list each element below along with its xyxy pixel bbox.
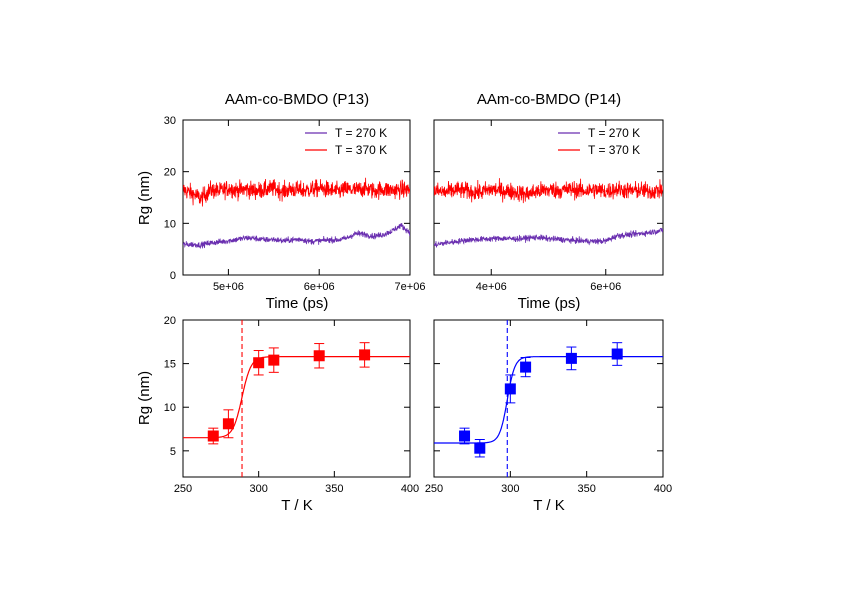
x-axis-title: Time (ps) bbox=[518, 295, 581, 312]
plot-frame bbox=[433, 319, 664, 478]
data-point bbox=[222, 418, 234, 430]
data-point bbox=[459, 430, 471, 442]
panel-p13-transition: 250 300 350 400 5 10 15 20 T / K Rg (nm) bbox=[136, 315, 419, 514]
fit-curve bbox=[183, 356, 410, 439]
y-tick-label: 10 bbox=[164, 402, 176, 414]
data-point bbox=[207, 430, 219, 442]
data-point bbox=[474, 442, 486, 454]
panel-p14-transition: 250 300 350 400 T / K bbox=[425, 319, 672, 514]
legend-label: T = 270 K bbox=[335, 126, 387, 140]
data-point bbox=[504, 383, 516, 395]
panel-p14-timeseries: AAm-co-BMDO (P14) 4e+06 6e+06 T = 270 KT … bbox=[433, 91, 664, 312]
panel-title: AAm-co-BMDO (P13) bbox=[225, 91, 369, 108]
y-axis-title: Rg (nm) bbox=[136, 371, 153, 425]
x-axis-title: T / K bbox=[281, 497, 312, 514]
x-tick-label: 350 bbox=[577, 483, 595, 495]
x-tick-label: 300 bbox=[501, 483, 519, 495]
x-tick-label: 5e+06 bbox=[213, 281, 244, 293]
legend-label: T = 270 K bbox=[588, 126, 640, 140]
x-tick-label: 300 bbox=[249, 483, 267, 495]
x-tick-label: 7e+06 bbox=[395, 281, 426, 293]
y-tick-label: 20 bbox=[164, 167, 176, 179]
y-tick-label: 5 bbox=[170, 446, 176, 458]
series-line-t370 bbox=[183, 177, 410, 207]
x-tick-label: 400 bbox=[654, 483, 672, 495]
data-point bbox=[520, 361, 532, 373]
x-axis-title: T / K bbox=[533, 497, 564, 514]
series-line-t270 bbox=[434, 227, 663, 248]
legend: T = 270 K T = 370 K bbox=[558, 126, 640, 157]
plot-frame bbox=[182, 119, 411, 276]
plot-frame bbox=[433, 119, 664, 276]
x-tick-label: 250 bbox=[174, 483, 192, 495]
legend: T = 270 K T = 370 K bbox=[305, 126, 387, 157]
legend-label: T = 370 K bbox=[335, 143, 387, 157]
y-tick-label: 15 bbox=[164, 359, 176, 371]
data-point bbox=[359, 349, 371, 361]
data-point bbox=[611, 348, 623, 360]
series-line-t370 bbox=[434, 178, 663, 204]
fit-curve bbox=[434, 356, 663, 444]
y-tick-label: 0 bbox=[170, 270, 176, 282]
y-tick-label: 20 bbox=[164, 315, 176, 327]
panel-title: AAm-co-BMDO (P14) bbox=[477, 91, 621, 108]
series-line-t270 bbox=[183, 222, 410, 249]
x-tick-label: 4e+06 bbox=[476, 281, 507, 293]
x-tick-label: 6e+06 bbox=[304, 281, 335, 293]
data-point bbox=[313, 350, 325, 362]
y-tick-label: 10 bbox=[164, 218, 176, 230]
x-axis-title: Time (ps) bbox=[266, 295, 329, 312]
data-point bbox=[253, 357, 265, 369]
x-tick-label: 400 bbox=[401, 483, 419, 495]
data-point bbox=[565, 352, 577, 364]
plot-frame bbox=[182, 319, 411, 478]
panel-p13-timeseries: AAm-co-BMDO (P13) 5e+06 6e+06 7e+06 0 10 20 30… bbox=[136, 91, 425, 312]
x-tick-label: 350 bbox=[325, 483, 343, 495]
data-point bbox=[268, 354, 280, 366]
x-tick-label: 250 bbox=[425, 483, 443, 495]
x-tick-label: 6e+06 bbox=[590, 281, 621, 293]
y-tick-label: 30 bbox=[164, 115, 176, 127]
y-axis-title: Rg (nm) bbox=[136, 171, 153, 225]
legend-label: T = 370 K bbox=[588, 143, 640, 157]
